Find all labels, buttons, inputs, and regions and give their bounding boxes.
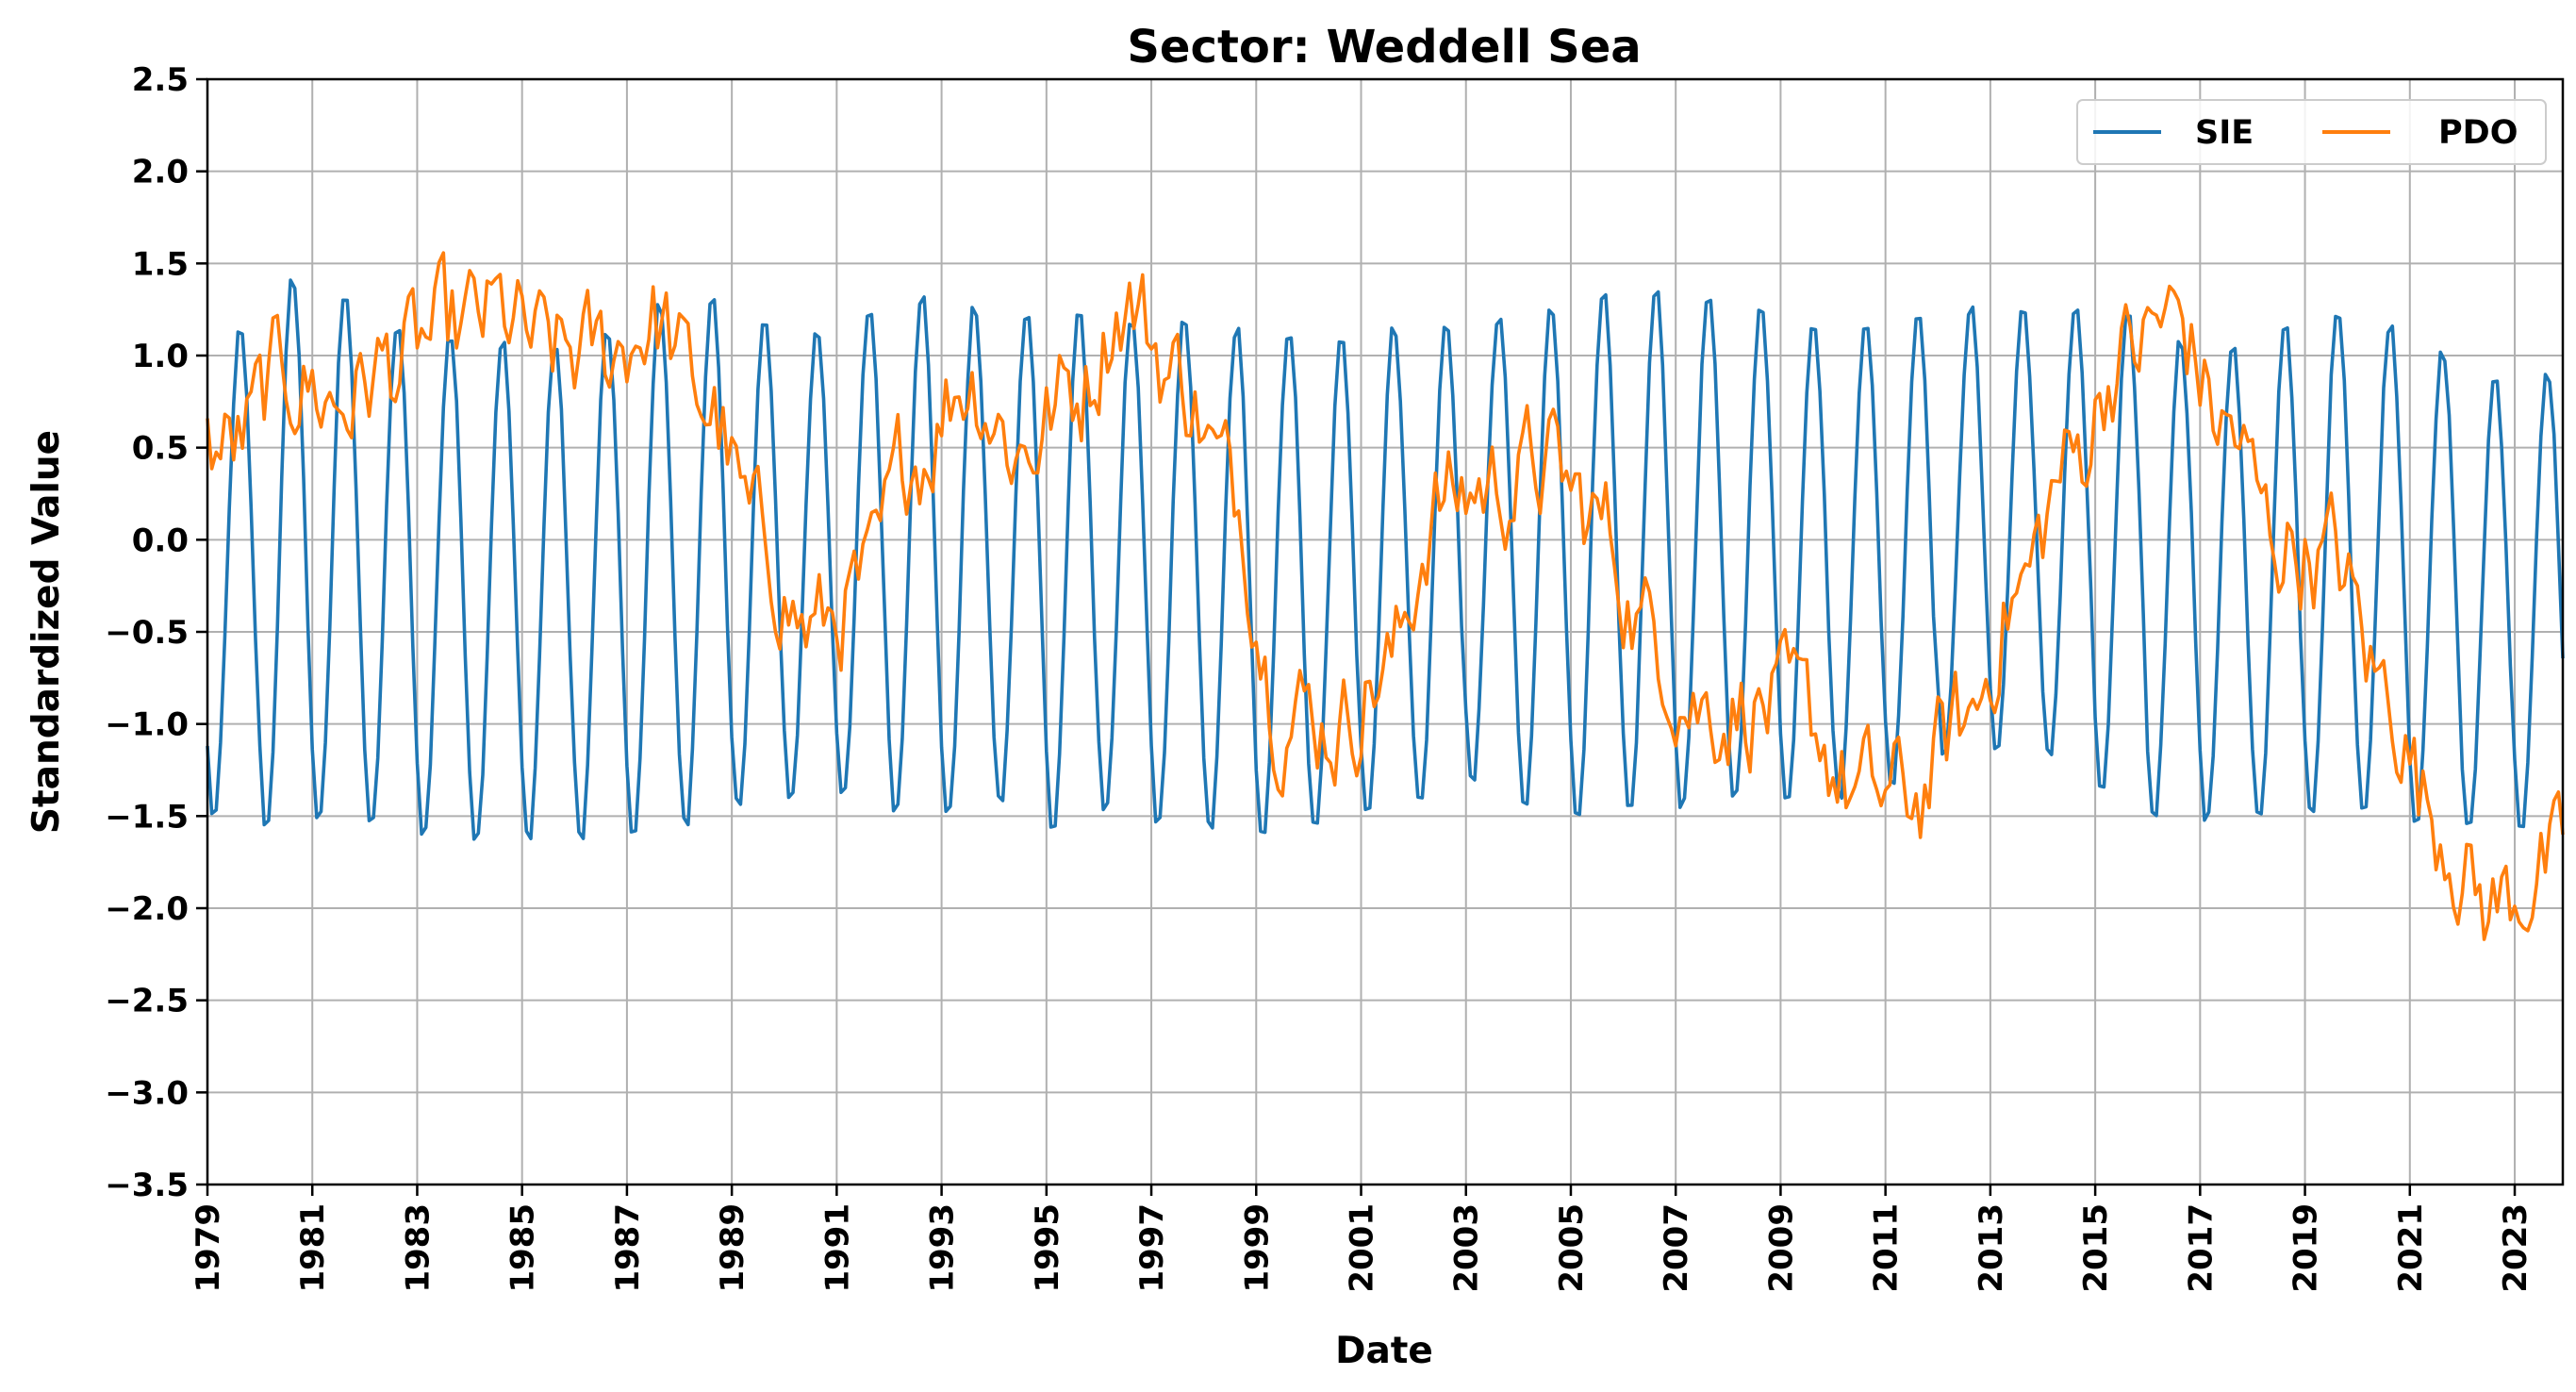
y-tick-label: −1.0 xyxy=(105,706,189,744)
x-tick-label: 1987 xyxy=(609,1203,647,1293)
legend-label-sie: SIE xyxy=(2195,114,2254,152)
x-tick-label: 1991 xyxy=(818,1203,856,1293)
y-tick-label: −3.0 xyxy=(105,1074,189,1112)
y-tick-label: 1.5 xyxy=(132,245,189,283)
x-tick-label: 2021 xyxy=(2392,1203,2430,1293)
grid-lines xyxy=(206,78,2563,1185)
y-tick-label: 0.0 xyxy=(132,522,189,559)
y-tick-label: 2.0 xyxy=(132,154,189,191)
y-tick-label: −1.5 xyxy=(105,798,189,836)
x-tick-label: 1995 xyxy=(1029,1203,1066,1293)
legend-label-pdo: PDO xyxy=(2438,114,2518,152)
x-tick-label: 2019 xyxy=(2287,1203,2325,1293)
legend: SIE PDO xyxy=(2076,99,2547,165)
x-tick-label: 1979 xyxy=(190,1203,227,1293)
x-tick-label: 1989 xyxy=(714,1203,751,1293)
y-tick-label: −2.0 xyxy=(105,890,189,928)
y-tick-label: 2.5 xyxy=(132,61,189,99)
x-tick-label: 2017 xyxy=(2182,1203,2220,1293)
series-line-sie xyxy=(206,278,2565,841)
x-tick-label: 2005 xyxy=(1553,1203,1591,1293)
x-tick-label: 2015 xyxy=(2077,1203,2115,1293)
x-tick-label: 2007 xyxy=(1658,1203,1695,1293)
x-axis-ticks: 1979 1981 1983 1985 1987 1989 1991 1993 1995 1997… xyxy=(190,1185,2535,1293)
y-tick-label: −0.5 xyxy=(105,614,189,652)
y-axis-ticks: 2.5 2.0 1.5 1.0 0.5 0.0 −0.5 −1.0 −1.5 −2.0 −2.5 −3… xyxy=(105,61,207,1204)
x-tick-label: 2001 xyxy=(1344,1203,1381,1293)
x-tick-label: 2013 xyxy=(1973,1203,2010,1293)
legend-box xyxy=(2076,99,2547,165)
x-tick-label: 2011 xyxy=(1868,1203,1906,1293)
x-tick-label: 2003 xyxy=(1448,1203,1486,1293)
series-lines xyxy=(206,251,2565,941)
y-tick-label: −3.5 xyxy=(105,1167,189,1204)
x-axis-label: Date xyxy=(1335,1330,1433,1372)
x-tick-label: 1983 xyxy=(399,1203,437,1293)
x-tick-label: 1985 xyxy=(504,1203,542,1293)
y-axis-label: Standardized Value xyxy=(25,430,68,834)
y-tick-label: −2.5 xyxy=(105,983,189,1020)
x-tick-label: 1999 xyxy=(1238,1203,1276,1293)
y-tick-label: 0.5 xyxy=(132,430,189,468)
y-tick-label: 1.0 xyxy=(132,338,189,375)
x-tick-label: 2023 xyxy=(2497,1203,2535,1293)
x-tick-label: 1981 xyxy=(294,1203,332,1293)
x-tick-label: 2009 xyxy=(1762,1203,1800,1293)
chart-title: Sector: Weddell Sea xyxy=(1127,21,1641,74)
x-tick-label: 1993 xyxy=(924,1203,962,1293)
x-tick-label: 1997 xyxy=(1133,1203,1171,1293)
series-line-pdo xyxy=(206,251,2565,941)
